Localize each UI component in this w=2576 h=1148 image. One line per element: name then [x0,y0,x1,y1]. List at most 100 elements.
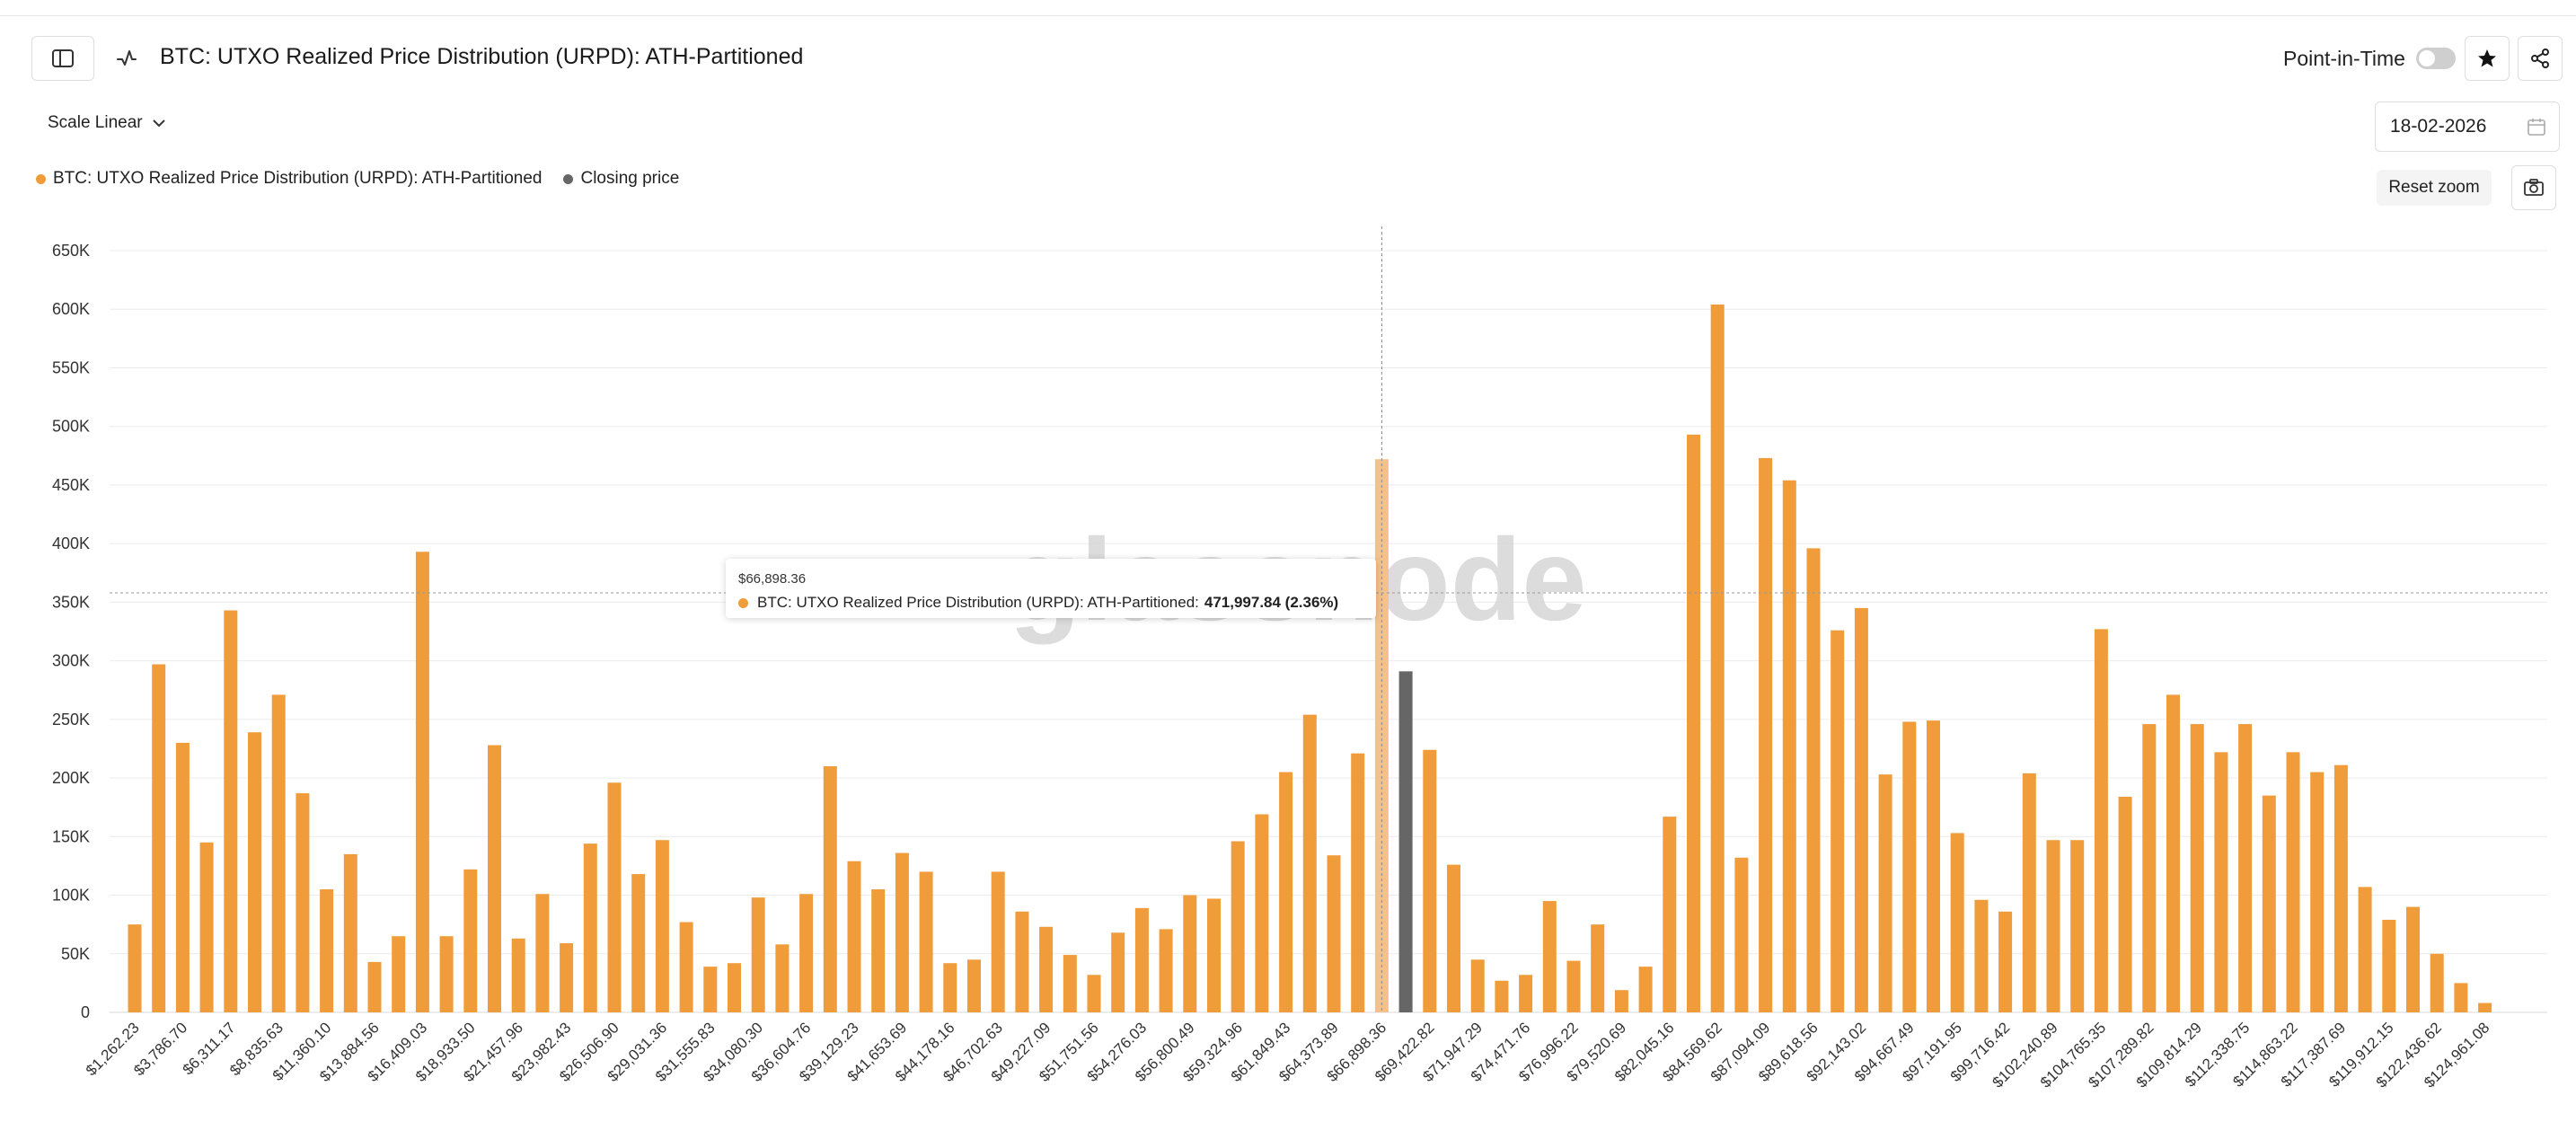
urpd-bar [1782,480,1796,1012]
urpd-bar [1950,833,1964,1012]
top-divider [0,15,2576,16]
legend-item-closing-price[interactable]: Closing price [563,169,679,189]
urpd-bar [320,889,334,1012]
y-tick-label: 150K [52,827,90,845]
favorite-button[interactable] [2465,36,2510,81]
urpd-bar [1806,548,1821,1012]
legend-item-urpd[interactable]: BTC: UTXO Realized Price Distribution (U… [36,169,542,189]
urpd-bar [1327,855,1341,1012]
urpd-bar [847,861,861,1012]
urpd-bar-highlighted [1374,459,1389,1013]
urpd-bar [1302,714,1317,1012]
legend-dot-urpd [36,173,46,184]
chevron-down-icon [152,119,165,128]
urpd-bar [2382,919,2396,1012]
closing-price-bar [1398,671,1413,1012]
tooltip-dot [738,597,748,608]
urpd-bar [2310,772,2325,1012]
y-axis-labels: 0 50K 100K 150K 200K 250K 300K 350K 400K 450K 500K… [52,242,90,1021]
urpd-bar [1542,901,1557,1012]
urpd-bar [1759,457,1773,1012]
urpd-bar [2214,752,2228,1012]
y-tick-label: 450K [52,476,90,494]
chart-legend: BTC: UTXO Realized Price Distribution (U… [36,169,701,189]
urpd-bar [1231,841,1245,1012]
y-tick-label: 100K [52,887,90,905]
urpd-bar [367,961,382,1012]
urpd-bar [655,840,669,1012]
urpd-bar [1039,926,1054,1012]
urpd-bar [2262,795,2276,1012]
urpd-bar [799,894,814,1012]
legend-label-closing: Closing price [580,169,680,188]
legend-dot-closing [563,173,574,184]
urpd-bar [1255,814,1269,1012]
urpd-bar [343,853,357,1012]
sidebar-icon [52,49,74,67]
urpd-bar [895,852,909,1012]
y-tick-label: 200K [52,769,90,787]
urpd-bar [1974,899,1989,1012]
urpd-bar [1663,817,1677,1012]
date-value: 18-02-2026 [2390,116,2487,137]
urpd-bar [463,869,478,1012]
urpd-bar [728,963,741,1012]
urpd-bar [967,959,981,1012]
chart-header: BTC: UTXO Realized Price Distribution (U… [0,36,2576,83]
urpd-bar [1831,630,1845,1012]
urpd-bar [1159,929,1173,1012]
y-tick-label: 600K [52,300,90,318]
urpd-bar [2478,1002,2492,1012]
page-title: BTC: UTXO Realized Price Distribution (U… [160,44,804,69]
urpd-bar [1351,753,1365,1012]
urpd-bar [511,938,525,1012]
urpd-bar [2286,752,2300,1012]
screenshot-button[interactable] [2511,165,2556,210]
urpd-bar [775,944,790,1012]
point-in-time-label: Point-in-Time [2283,47,2405,70]
sidebar-toggle-button[interactable] [31,36,94,81]
urpd-bar [1470,959,1485,1012]
urpd-bar [1063,955,1077,1012]
y-tick-label: 650K [52,242,90,260]
y-tick-label: 350K [52,593,90,611]
urpd-bar [2454,983,2468,1012]
urpd-bar [2046,840,2060,1012]
urpd-bar [415,552,429,1012]
urpd-bar [1111,932,1125,1012]
urpd-bar [296,793,310,1012]
urpd-bar [1183,895,1197,1012]
urpd-bar [2406,906,2420,1012]
urpd-bar [751,897,765,1012]
urpd-bar [175,742,190,1012]
urpd-bar [2118,796,2132,1012]
urpd-bar [583,843,597,1012]
urpd-bar [1854,607,1868,1012]
urpd-bar [2070,840,2085,1012]
tooltip-value: 471,997.84 (2.36%) [1204,594,1339,611]
y-tick-label: 550K [52,358,90,376]
urpd-bar [128,924,142,1012]
point-in-time-toggle[interactable] [2416,48,2456,69]
scale-dropdown[interactable]: Scale Linear [48,113,166,133]
urpd-bar [823,766,837,1012]
share-button[interactable] [2518,36,2563,81]
urpd-bar [271,694,286,1012]
urpd-bar [560,943,574,1012]
tooltip-date: $66,898.36 [738,571,807,587]
date-input[interactable]: 18-02-2026 [2375,102,2560,152]
star-icon [2478,49,2496,67]
bars [128,305,2492,1013]
metric-chart-icon [117,50,137,66]
reset-zoom-button[interactable]: Reset zoom [2377,170,2492,206]
urpd-bar [488,745,501,1012]
urpd-bar [1927,720,1940,1012]
urpd-bar [392,936,406,1012]
urpd-bar [439,936,454,1012]
urpd-bar [2094,629,2108,1012]
urpd-bar [1591,924,1605,1012]
urpd-bar-chart[interactable]: glassnode 050K100K150K200K250K300K350K40… [0,216,2576,1141]
scale-label: Scale Linear [48,113,143,132]
urpd-bar [679,922,693,1012]
urpd-bar [1495,980,1509,1012]
